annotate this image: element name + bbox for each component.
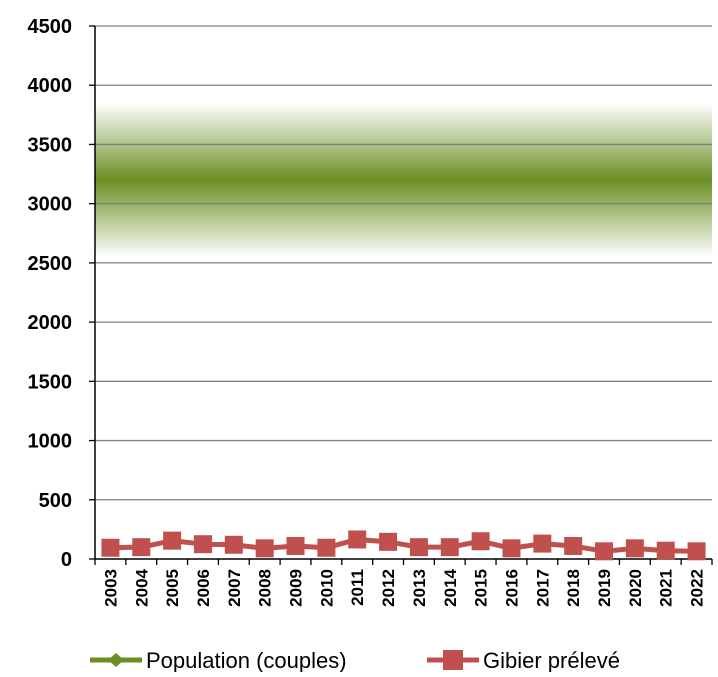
y-tick-label: 2000 [28, 312, 73, 334]
gridlines [95, 25, 712, 501]
x-tick-label: 2016 [502, 569, 521, 607]
data-point [656, 541, 675, 560]
data-point [595, 542, 614, 561]
y-tick-label: 4000 [28, 75, 73, 97]
data-point [224, 535, 243, 554]
legend-label: Gibier prélevé [483, 648, 620, 672]
data-point [193, 535, 212, 554]
y-tick-label: 1500 [28, 371, 73, 393]
data-point [564, 536, 583, 555]
x-tick-label: 2021 [657, 569, 676, 607]
data-point [132, 538, 151, 557]
data-point [348, 530, 367, 549]
y-tick-label: 2500 [28, 253, 73, 275]
y-tick-label: 3000 [28, 194, 73, 216]
data-point [471, 532, 490, 551]
y-tick-labels: 0 500 1000 1500 2000 2500 3000 3500 4000 4500 [28, 16, 73, 571]
x-tick-label: 2019 [595, 569, 614, 607]
x-tick-label: 2003 [101, 569, 120, 607]
x-tick-labels: 2003 2004 2005 2006 2007 2008 2009 2010 2011 2012… [101, 568, 706, 606]
data-point [409, 538, 428, 557]
legend-label: Population (couples) [146, 648, 347, 672]
data-point [163, 531, 182, 550]
data-point [317, 538, 336, 557]
legend: Population (couples) Gibier prélevé [90, 648, 620, 673]
x-tick-label: 2010 [317, 569, 336, 607]
x-tick-label: 2005 [163, 569, 182, 607]
y-tick-label: 4500 [28, 16, 73, 38]
x-tick-label: 2013 [410, 569, 429, 607]
y-tick-label: 500 [39, 490, 72, 512]
x-tick-label: 2011 [348, 569, 367, 606]
data-point [502, 539, 521, 558]
x-tick-label: 2006 [194, 569, 213, 607]
legend-entry-1: Gibier prélevé [427, 648, 620, 673]
data-point [625, 539, 644, 558]
x-tick-label: 2004 [132, 568, 151, 606]
population-band-layer [95, 102, 712, 257]
y-tick-label: 1000 [28, 431, 73, 453]
y-tick-label: 3500 [28, 134, 73, 156]
population-band [95, 102, 712, 257]
x-tick-label: 2022 [688, 569, 707, 607]
x-tick-label: 2007 [225, 569, 244, 607]
x-tick-label: 2009 [287, 569, 306, 607]
legend-marker [443, 650, 463, 670]
x-tick-label: 2015 [472, 569, 491, 607]
legend-marker [108, 653, 124, 667]
x-tick-label: 2014 [441, 568, 460, 606]
y-tick-label: 0 [61, 549, 72, 571]
x-tick-label: 2017 [533, 569, 552, 607]
data-point [687, 542, 706, 561]
legend-entry-0: Population (couples) [90, 648, 347, 673]
data-point [286, 536, 305, 555]
data-point [440, 538, 459, 557]
x-tick-label: 2008 [256, 569, 275, 607]
series-1 [101, 530, 706, 561]
series-layer [101, 530, 706, 561]
x-tick-label: 2018 [564, 569, 583, 607]
x-tick-label: 2012 [379, 569, 398, 607]
x-tick-label: 2020 [626, 569, 645, 607]
data-point [379, 532, 398, 551]
data-point [101, 538, 120, 557]
data-point [255, 539, 274, 558]
data-point [533, 534, 552, 553]
